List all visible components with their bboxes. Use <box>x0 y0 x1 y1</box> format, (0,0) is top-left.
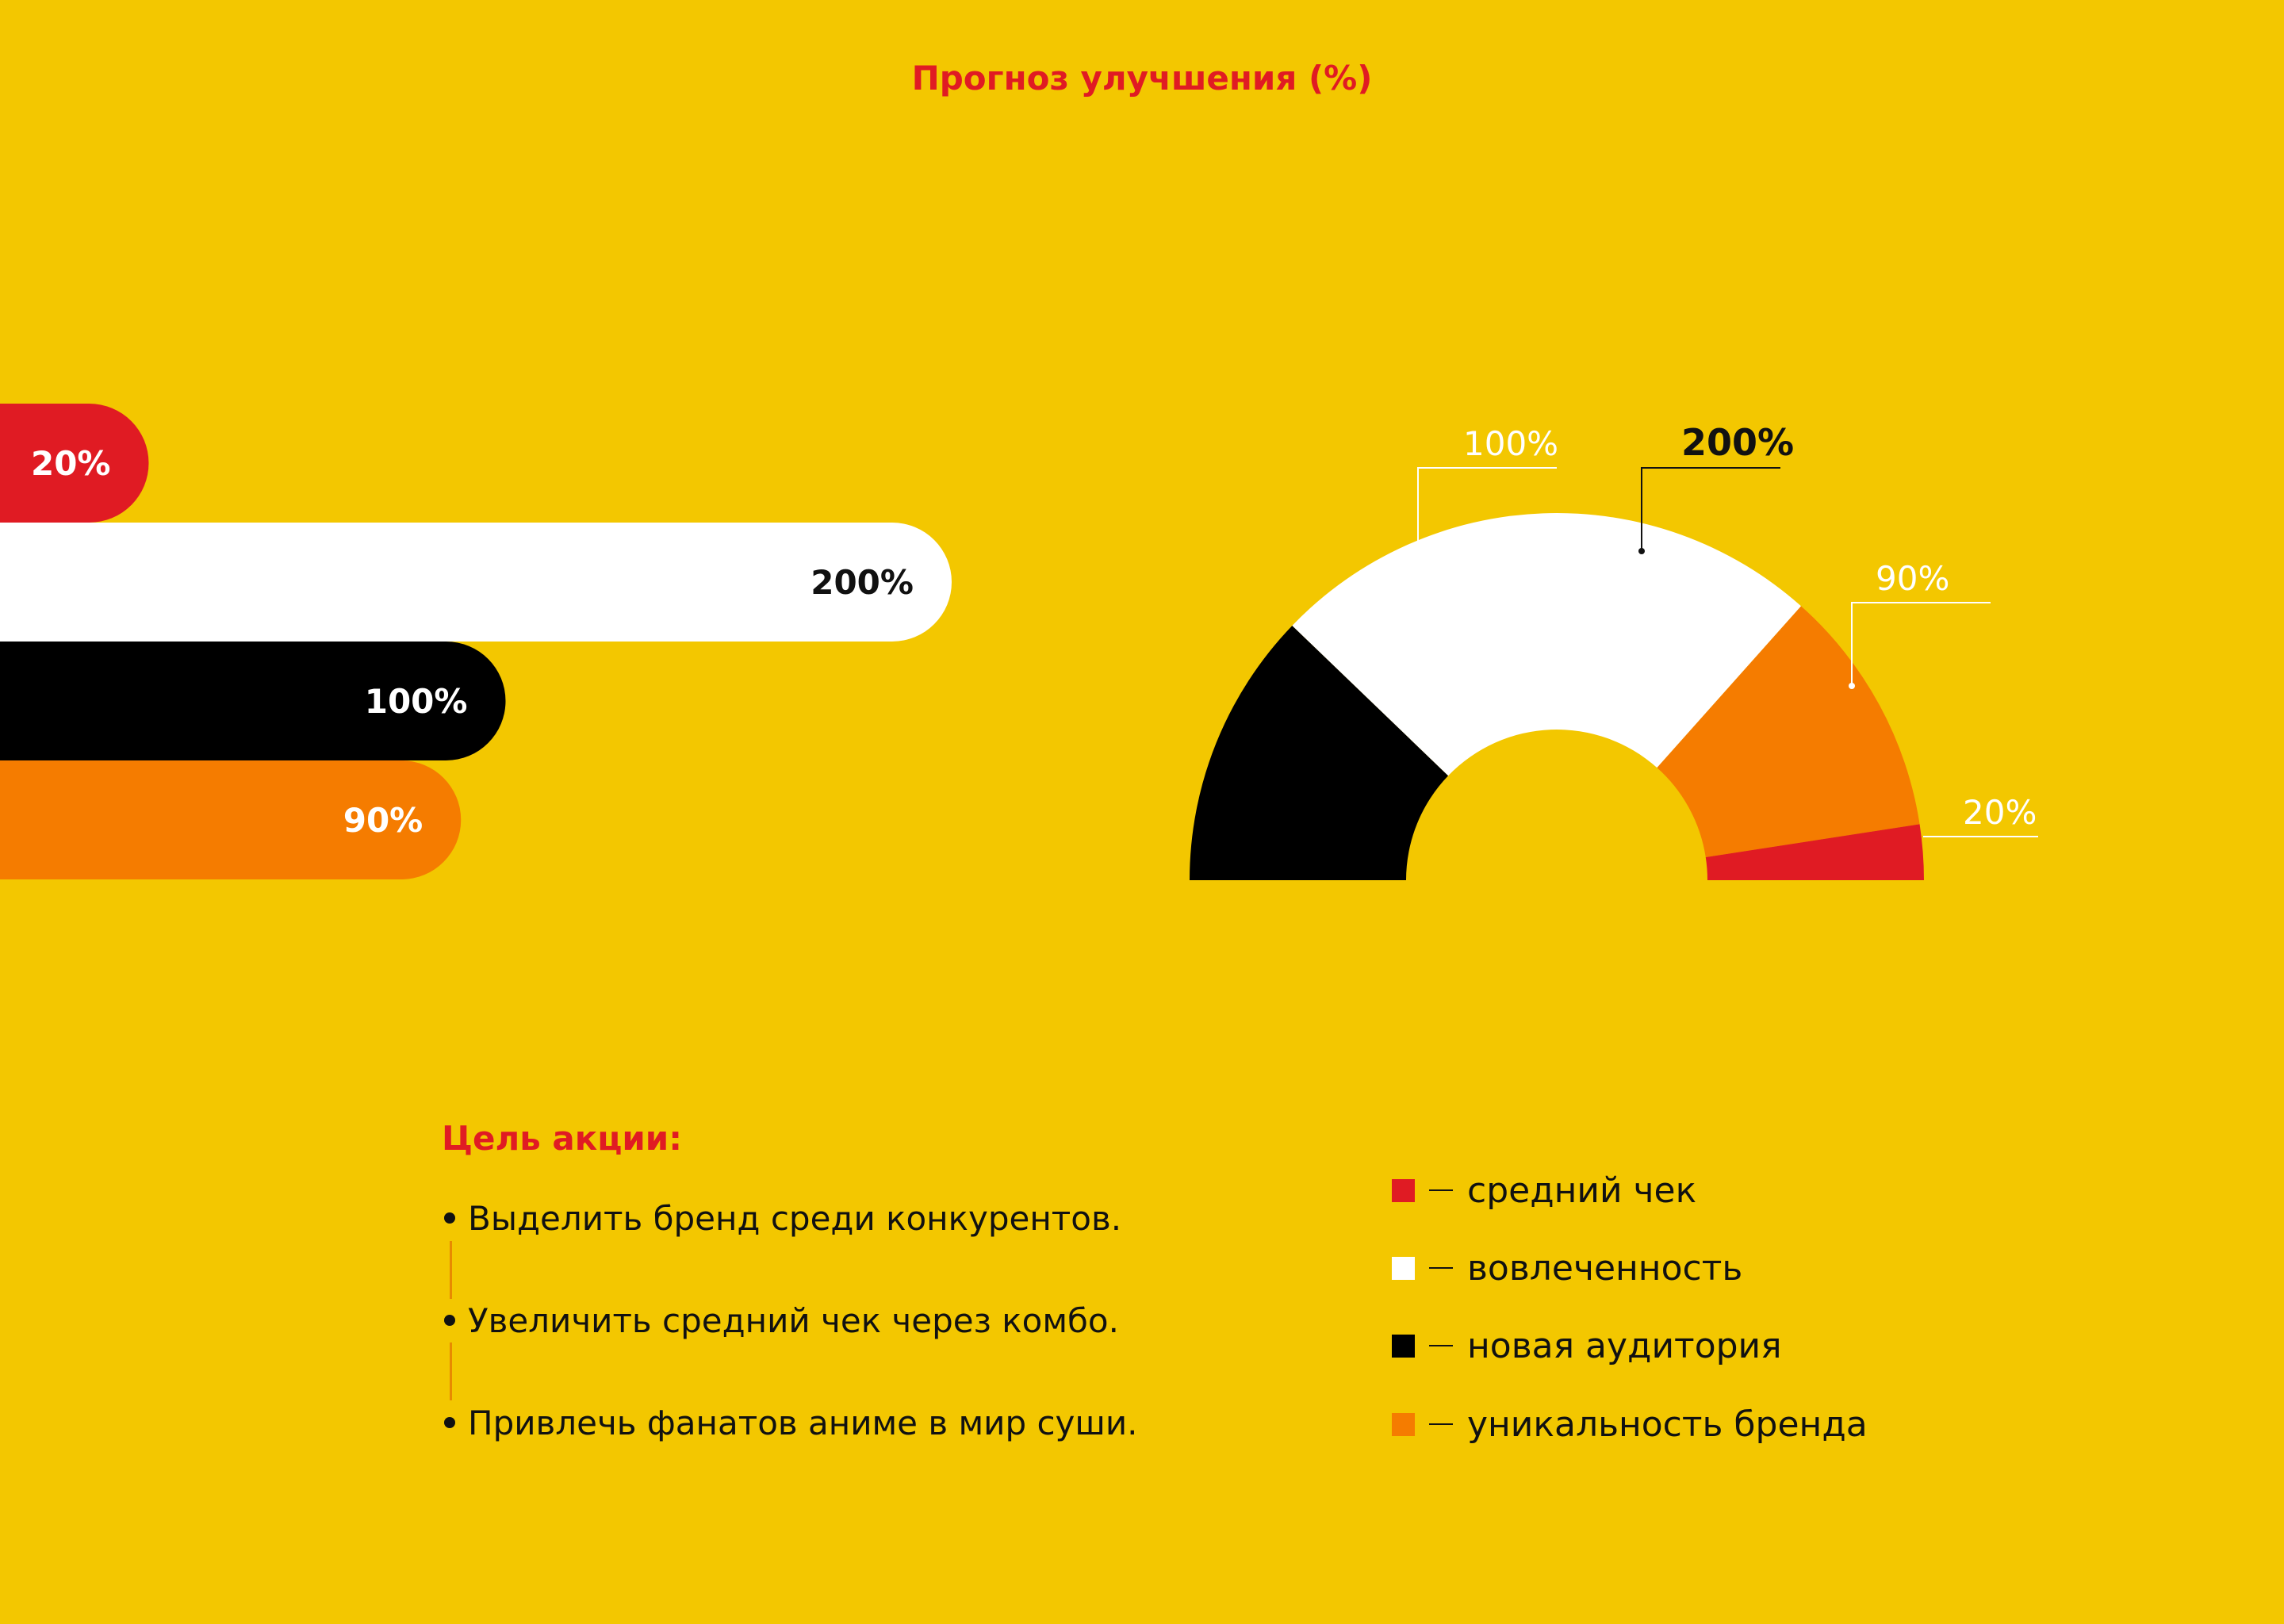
bar-2 <box>0 523 952 642</box>
goal-text: Выделить бренд среди конкурентов. <box>468 1199 1122 1238</box>
legend-swatch <box>1392 1178 1415 1202</box>
bullet-icon <box>444 1212 455 1224</box>
legend-item-brand-uniqueness: уникальность бренда <box>1392 1401 1868 1449</box>
goal-item-3: Привлечь фанатов аниме в мир суши. <box>444 1404 1138 1442</box>
donut-value-label: 200% <box>1681 421 1794 464</box>
callout-line <box>1641 467 1780 551</box>
bar-3 <box>0 642 506 760</box>
goal-item-2: Увеличить средний чек через комбо. <box>444 1301 1119 1340</box>
bar-1 <box>0 404 149 523</box>
goal-text: Привлечь фанатов аниме в мир суши. <box>468 1404 1138 1442</box>
callout-line <box>1851 602 1991 686</box>
legend-dash <box>1429 1423 1453 1425</box>
goal-connector <box>450 1241 452 1299</box>
donut-segment-2 <box>1292 513 1802 776</box>
donut-value-label: 100% <box>1463 424 1558 463</box>
half-donut-chart: 100% 200% 90% 20% <box>1190 421 2038 880</box>
legend-dash <box>1429 1189 1453 1191</box>
goal-item-1: Выделить бренд среди конкурентов. <box>444 1199 1121 1238</box>
goals-heading: Цель акции: <box>442 1119 683 1158</box>
callout-line <box>1417 467 1557 551</box>
legend-swatch <box>1392 1334 1415 1358</box>
chart-title: Прогноз улучшения (%) <box>911 59 1373 98</box>
legend-item-engagement: вовлеченность <box>1392 1245 1742 1293</box>
bar-value-label: 90% <box>343 801 423 840</box>
donut-segment-3 <box>1657 606 1920 857</box>
legend-dash <box>1429 1267 1453 1269</box>
goal-text: Увеличить средний чек через комбо. <box>468 1301 1119 1340</box>
donut-value-label: 90% <box>1876 559 1949 598</box>
bar-4 <box>0 760 462 879</box>
legend-label: вовлеченность <box>1467 1248 1743 1289</box>
donut-segment-1 <box>1190 625 1449 880</box>
legend-swatch <box>1392 1256 1415 1280</box>
donut-value-label: 20% <box>1963 793 2037 832</box>
bar-chart: 20% 200% 100% 90% <box>0 404 952 879</box>
bullet-icon <box>444 1314 455 1326</box>
legend-dash <box>1429 1345 1453 1346</box>
legend-label: средний чек <box>1467 1170 1697 1211</box>
legend-label: уникальность бренда <box>1467 1404 1868 1445</box>
donut-segment-4 <box>1705 824 1924 880</box>
legend-label: новая аудитория <box>1467 1326 1782 1366</box>
bar-value-label: 100% <box>365 682 468 721</box>
bar-value-label: 200% <box>811 563 914 602</box>
bullet-icon <box>444 1416 455 1428</box>
goal-connector <box>450 1342 452 1400</box>
bar-value-label: 20% <box>31 444 111 483</box>
legend-item-average-check: средний чек <box>1392 1167 1696 1215</box>
legend-item-new-audience: новая аудитория <box>1392 1323 1782 1370</box>
legend-swatch <box>1392 1412 1415 1436</box>
